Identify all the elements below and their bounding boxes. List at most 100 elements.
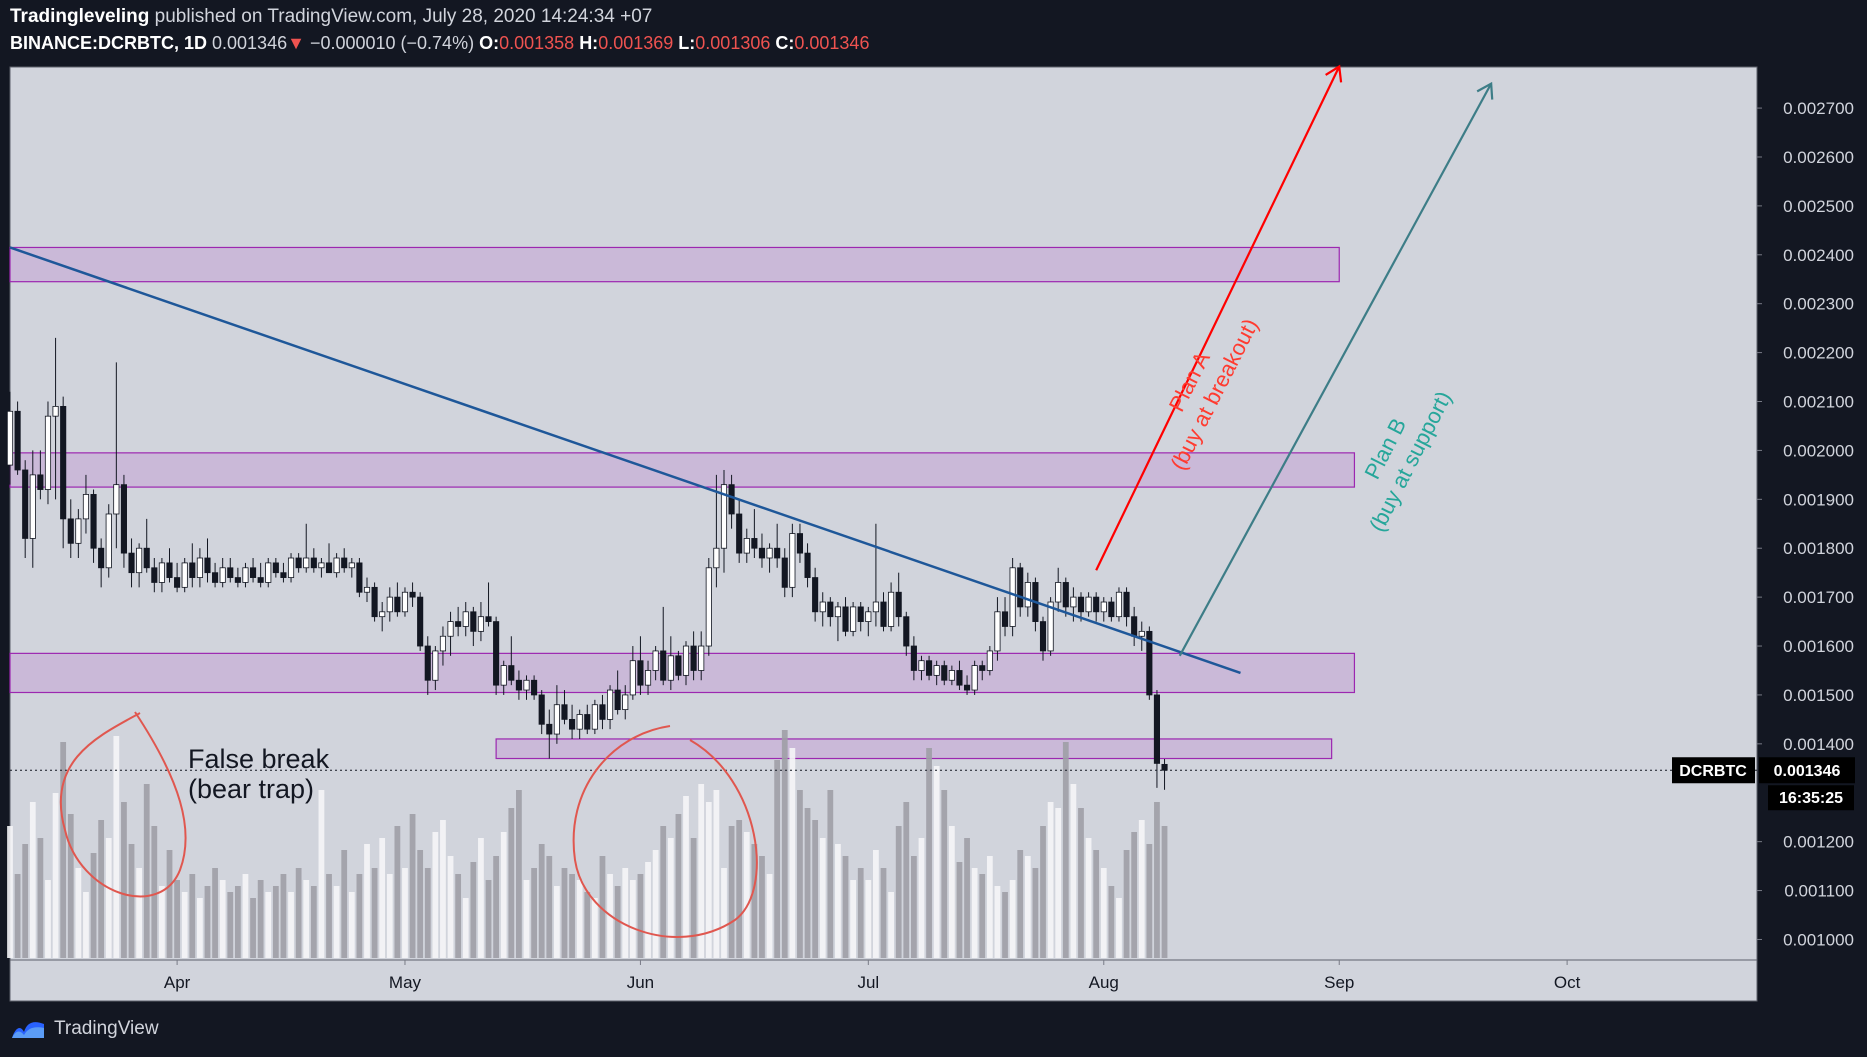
high-label: H:	[579, 33, 599, 53]
volume-bar	[918, 838, 925, 958]
candle-down	[325, 562, 333, 574]
candle-up	[348, 562, 355, 569]
volume-bar	[227, 892, 234, 958]
candle-down	[751, 538, 758, 549]
candle-down	[842, 606, 849, 632]
candles	[6, 337, 1168, 790]
candle-down	[895, 591, 902, 618]
volume-bar	[561, 868, 568, 958]
candle-up	[75, 518, 82, 544]
volume-bar	[485, 880, 492, 958]
volume-bar	[1123, 850, 1130, 958]
candle-up	[105, 513, 112, 569]
candle-down	[493, 621, 500, 686]
candle-up	[682, 645, 690, 676]
volume-bar	[1017, 850, 1024, 958]
candle-up	[705, 567, 712, 647]
author-name[interactable]: Tradingleveling	[10, 6, 150, 27]
volume-bar	[151, 826, 158, 958]
volume-bar	[652, 850, 659, 958]
candle-down	[417, 596, 424, 647]
volume-bar	[523, 880, 530, 958]
volume-bar	[447, 856, 454, 958]
volume-bar	[895, 826, 902, 958]
volume-bar	[516, 790, 522, 958]
volume-bar	[67, 814, 74, 958]
volume-bar	[37, 838, 44, 958]
candle-down	[204, 557, 211, 574]
candle-up	[6, 410, 14, 466]
candle-up	[447, 621, 454, 637]
volume-bar	[341, 850, 348, 958]
y-tick-label: 0.001000	[1783, 930, 1854, 949]
candle-down	[295, 557, 302, 569]
candle-up	[819, 601, 826, 613]
volume-bar	[348, 892, 355, 958]
candle-down	[1161, 763, 1168, 771]
volume-bar	[52, 793, 59, 958]
candle-down	[67, 518, 74, 544]
volume-bar	[371, 868, 378, 958]
volume-bar	[637, 874, 644, 958]
candle-down	[310, 557, 317, 569]
candle-down	[796, 533, 804, 554]
volume-bar	[1009, 880, 1016, 958]
symbol-interval[interactable]: BINANCE:DCRBTC, 1D	[10, 33, 207, 53]
candle-down	[614, 689, 621, 711]
plan-a-line	[1095, 66, 1341, 571]
volume-bar	[1032, 868, 1039, 958]
volume-bar	[45, 880, 51, 958]
volume-bar	[432, 832, 439, 958]
y-tick-label: 0.001500	[1783, 686, 1854, 705]
candle-up	[918, 660, 925, 671]
candle-up	[1115, 591, 1123, 618]
volume-bar	[1062, 742, 1069, 958]
y-tick-label: 0.001700	[1783, 588, 1854, 607]
volume-bar	[478, 838, 484, 958]
trendline-line	[9, 246, 1241, 675]
candle-down	[151, 567, 158, 583]
volume-bar	[698, 784, 705, 958]
volume-bar	[964, 838, 970, 958]
candle-up	[287, 557, 295, 578]
candle-down	[979, 665, 986, 671]
volume-bar	[835, 844, 841, 958]
volume-bar	[538, 844, 545, 958]
volume-bar	[827, 790, 834, 958]
candle-up	[158, 562, 165, 583]
candle-up	[44, 415, 52, 490]
candle-up	[766, 547, 773, 559]
high-value: 0.001369	[598, 33, 674, 53]
volume-bar	[204, 886, 211, 958]
false-break-line1: False break	[188, 744, 330, 774]
plan-b-line	[1178, 83, 1493, 657]
y-tick-label: 0.001200	[1783, 833, 1854, 852]
candle-down	[1093, 596, 1100, 613]
candle-down	[1039, 621, 1047, 652]
candle-down	[1108, 601, 1115, 618]
candle-up	[667, 655, 674, 681]
candle-up	[523, 679, 530, 691]
volume-bar	[1146, 844, 1153, 958]
candle-down	[22, 469, 29, 539]
candle-down	[690, 645, 697, 671]
y-tick-label: 0.001100	[1784, 882, 1854, 901]
volume-bar	[880, 868, 887, 958]
volume-bar	[667, 838, 674, 958]
symbol-tag: DCRBTC	[1679, 763, 1747, 780]
volume-bar	[288, 892, 294, 958]
tradingview-footer[interactable]: TradingView	[10, 1018, 159, 1040]
volume-bar	[721, 868, 727, 958]
candle-down	[234, 577, 241, 583]
candle-down	[812, 577, 819, 613]
candle-down	[424, 645, 431, 681]
candle-up	[1138, 630, 1145, 637]
candle-up	[386, 596, 393, 613]
candle-down	[356, 562, 363, 593]
plan-a-arrowhead-icon	[1325, 64, 1343, 83]
candle-up	[439, 635, 447, 652]
candle-down	[1001, 611, 1009, 627]
volume-bar	[1070, 784, 1077, 958]
volume-bar	[873, 850, 879, 958]
